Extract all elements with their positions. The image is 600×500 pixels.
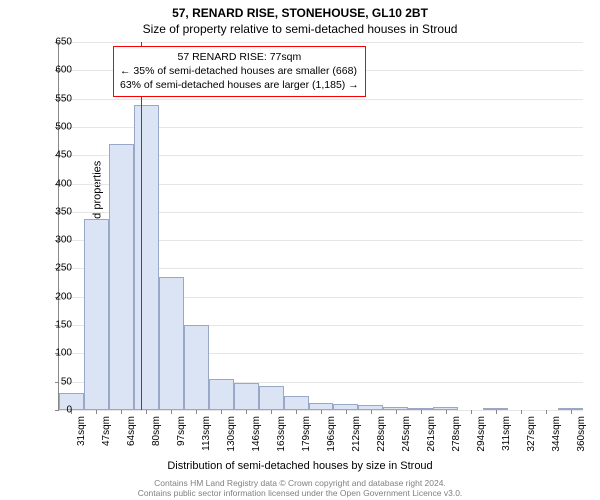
gridline xyxy=(59,42,583,43)
y-tick-label: 100 xyxy=(42,348,72,359)
y-tick-label: 450 xyxy=(42,150,72,161)
y-tick-label: 50 xyxy=(42,376,72,387)
annotation-smaller: ← 35% of semi-detached houses are smalle… xyxy=(120,64,359,78)
y-tick-label: 0 xyxy=(42,405,72,416)
x-tick-label: 360sqm xyxy=(576,416,587,466)
x-tick-label: 47sqm xyxy=(101,416,112,466)
x-tick-mark xyxy=(171,410,172,414)
plot-area: 31sqm47sqm64sqm80sqm97sqm113sqm130sqm146… xyxy=(58,42,583,411)
y-tick-label: 650 xyxy=(42,37,72,48)
x-tick-label: 196sqm xyxy=(326,416,337,466)
annotation-box: 57 RENARD RISE: 77sqm← 35% of semi-detac… xyxy=(113,46,366,97)
reference-line xyxy=(141,42,142,410)
chart-title-description: Size of property relative to semi-detach… xyxy=(0,22,600,36)
histogram-bar xyxy=(309,403,334,410)
histogram-bar xyxy=(234,383,259,410)
x-tick-mark xyxy=(421,410,422,414)
y-tick-label: 500 xyxy=(42,121,72,132)
y-tick-label: 400 xyxy=(42,178,72,189)
chart-title-address: 57, RENARD RISE, STONEHOUSE, GL10 2BT xyxy=(0,6,600,20)
y-tick-label: 300 xyxy=(42,235,72,246)
x-tick-label: 31sqm xyxy=(76,416,87,466)
x-tick-label: 80sqm xyxy=(151,416,162,466)
histogram-bar xyxy=(184,325,209,410)
x-tick-label: 245sqm xyxy=(401,416,412,466)
annotation-larger: 63% of semi-detached houses are larger (… xyxy=(120,78,359,92)
histogram-bar xyxy=(209,379,234,410)
x-tick-label: 163sqm xyxy=(276,416,287,466)
y-tick-label: 250 xyxy=(42,263,72,274)
y-tick-label: 350 xyxy=(42,206,72,217)
license-line2: Contains public sector information licen… xyxy=(138,488,463,498)
histogram-bar xyxy=(159,277,184,410)
histogram-bar xyxy=(134,105,159,410)
chart-container: 57, RENARD RISE, STONEHOUSE, GL10 2BT Si… xyxy=(0,0,600,500)
y-tick-label: 600 xyxy=(42,65,72,76)
x-axis-label: Distribution of semi-detached houses by … xyxy=(0,460,600,472)
gridline xyxy=(59,99,583,100)
x-tick-mark xyxy=(446,410,447,414)
x-tick-mark xyxy=(346,410,347,414)
x-tick-mark xyxy=(571,410,572,414)
x-tick-mark xyxy=(146,410,147,414)
x-tick-label: 278sqm xyxy=(451,416,462,466)
x-tick-label: 179sqm xyxy=(301,416,312,466)
x-tick-label: 64sqm xyxy=(126,416,137,466)
x-tick-mark xyxy=(496,410,497,414)
x-tick-mark xyxy=(271,410,272,414)
y-tick-label: 150 xyxy=(42,320,72,331)
x-tick-label: 113sqm xyxy=(201,416,212,466)
annotation-header: 57 RENARD RISE: 77sqm xyxy=(120,50,359,64)
license-line1: Contains HM Land Registry data © Crown c… xyxy=(154,478,446,488)
x-tick-mark xyxy=(121,410,122,414)
x-tick-label: 130sqm xyxy=(226,416,237,466)
x-tick-mark xyxy=(396,410,397,414)
x-tick-label: 228sqm xyxy=(376,416,387,466)
license-text: Contains HM Land Registry data © Crown c… xyxy=(0,478,600,498)
x-tick-label: 344sqm xyxy=(551,416,562,466)
x-tick-mark xyxy=(221,410,222,414)
x-tick-label: 311sqm xyxy=(501,416,512,466)
y-tick-label: 550 xyxy=(42,93,72,104)
x-tick-label: 327sqm xyxy=(526,416,537,466)
x-tick-mark xyxy=(471,410,472,414)
x-tick-mark xyxy=(371,410,372,414)
histogram-bar xyxy=(84,219,109,410)
x-tick-mark xyxy=(546,410,547,414)
x-tick-mark xyxy=(196,410,197,414)
x-tick-mark xyxy=(521,410,522,414)
x-tick-mark xyxy=(296,410,297,414)
histogram-bar xyxy=(284,396,309,410)
histogram-bar xyxy=(109,144,134,410)
y-tick-label: 200 xyxy=(42,291,72,302)
x-tick-label: 294sqm xyxy=(476,416,487,466)
x-tick-label: 212sqm xyxy=(351,416,362,466)
x-tick-mark xyxy=(96,410,97,414)
histogram-bar xyxy=(259,386,284,410)
x-tick-label: 261sqm xyxy=(426,416,437,466)
x-tick-mark xyxy=(321,410,322,414)
x-tick-label: 146sqm xyxy=(251,416,262,466)
x-tick-label: 97sqm xyxy=(176,416,187,466)
x-tick-mark xyxy=(246,410,247,414)
